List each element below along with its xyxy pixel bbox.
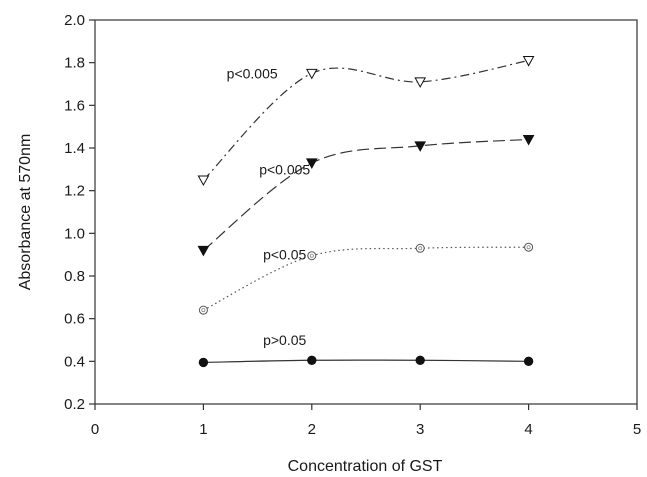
data-point — [307, 251, 317, 261]
annotation-label: p<0.005 — [227, 65, 278, 81]
x-tick-label: 4 — [524, 421, 532, 438]
y-tick-label: 1.2 — [64, 183, 85, 200]
data-point — [197, 245, 210, 257]
x-tick-label: 3 — [416, 421, 424, 438]
data-point — [414, 77, 427, 88]
data-point-inner — [418, 246, 423, 251]
y-tick-label: 1.0 — [64, 225, 85, 242]
y-axis-title: Absorbance at 570nm — [17, 134, 34, 291]
data-point — [524, 242, 534, 252]
x-axis-title: Concentration of GST — [288, 458, 443, 475]
x-tick-label: 0 — [91, 421, 99, 438]
series-line — [203, 246, 529, 311]
data-point — [415, 355, 425, 365]
series-line — [202, 59, 529, 181]
annotation-label: p>0.05 — [263, 332, 306, 348]
y-tick-label: 2.0 — [64, 12, 85, 29]
data-point-inner — [526, 245, 531, 250]
data-point — [307, 355, 317, 365]
data-point — [198, 305, 208, 315]
y-tick-label: 0.8 — [64, 268, 85, 285]
data-point — [523, 356, 534, 367]
series-group — [197, 56, 535, 368]
annotation-label: p<0.005 — [259, 161, 310, 177]
data-point — [198, 357, 209, 368]
x-tick-label: 2 — [308, 421, 316, 438]
plot-frame — [94, 19, 638, 405]
annotation-label: p<0.05 — [263, 247, 306, 263]
series-line — [203, 359, 529, 363]
data-point — [305, 158, 318, 169]
data-point — [415, 243, 425, 253]
x-tick-label: 5 — [633, 421, 641, 438]
annotations: p<0.005 p<0.005 p<0.05 p>0.05 — [227, 65, 311, 348]
series-0 — [197, 56, 535, 187]
data-point — [414, 141, 427, 152]
y-tick-label: 0.4 — [64, 353, 85, 370]
y-tick-label: 0.2 — [64, 396, 85, 413]
y-tick-label: 0.6 — [64, 311, 85, 328]
series-line — [203, 138, 529, 251]
data-point-inner — [309, 253, 314, 258]
data-point-inner — [201, 308, 206, 313]
axes: 0 1 2 3 4 5 0.2 0.4 0.6 0.8 1.0 1.2 1.4 1.6 1.8 2.0 — [64, 12, 641, 438]
data-point — [522, 56, 535, 67]
y-tick-label: 1.4 — [64, 140, 85, 157]
series-3 — [198, 355, 534, 368]
data-point — [305, 68, 318, 80]
series-2 — [198, 242, 534, 315]
y-tick-label: 1.6 — [64, 97, 85, 114]
data-point — [197, 175, 210, 187]
x-tick-label: 1 — [199, 421, 207, 438]
y-tick-label: 1.8 — [64, 55, 85, 72]
series-1 — [197, 134, 535, 257]
data-point — [522, 134, 535, 146]
